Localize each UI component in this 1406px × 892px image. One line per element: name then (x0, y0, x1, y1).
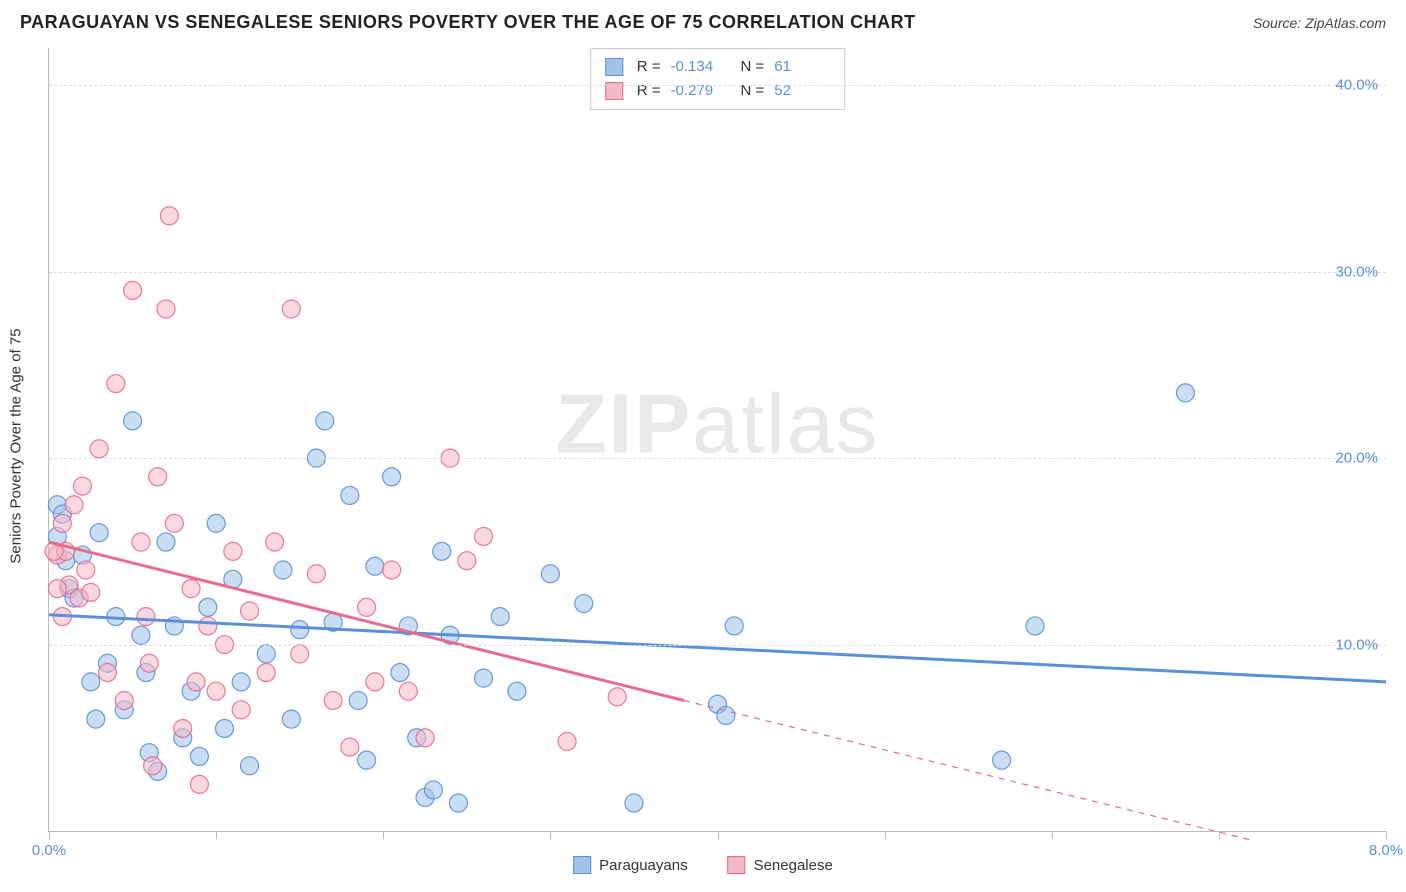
swatch-paraguayans (573, 856, 591, 874)
swatch-paraguayans (605, 58, 623, 76)
stats-row-senegalese: R = -0.279 N = 52 (605, 79, 831, 103)
legend-item-senegalese: Senegalese (728, 856, 833, 874)
stat-n-label: N = (741, 79, 765, 103)
legend-item-paraguayans: Paraguayans (573, 856, 687, 874)
stat-r-label: R = (637, 79, 661, 103)
y-tick-label: 20.0% (1335, 450, 1378, 467)
source-label: Source: ZipAtlas.com (1253, 15, 1386, 31)
chart-header: PARAGUAYAN VS SENEGALESE SENIORS POVERTY… (0, 0, 1406, 41)
y-tick-label: 40.0% (1335, 77, 1378, 94)
swatch-senegalese (728, 856, 746, 874)
y-tick-label: 30.0% (1335, 263, 1378, 280)
correlation-stats-box: R = -0.134 N = 61 R = -0.279 N = 52 (590, 48, 846, 110)
chart-plot-area: ZIPatlas R = -0.134 N = 61 R = -0.279 N … (48, 48, 1386, 832)
y-axis-label: Seniors Poverty Over the Age of 75 (8, 328, 25, 563)
stat-r-value: -0.134 (671, 55, 727, 79)
stat-r-value: -0.279 (671, 79, 727, 103)
chart-title: PARAGUAYAN VS SENEGALESE SENIORS POVERTY… (20, 12, 916, 33)
legend-label: Senegalese (754, 857, 833, 874)
stat-n-label: N = (741, 55, 765, 79)
legend-label: Paraguayans (599, 857, 687, 874)
stats-row-paraguayans: R = -0.134 N = 61 (605, 55, 831, 79)
scatter-plot-svg (49, 48, 1386, 831)
bottom-legend: Paraguayans Senegalese (573, 856, 833, 874)
y-tick-label: 10.0% (1335, 636, 1378, 653)
x-tick-label: 0.0% (32, 842, 66, 859)
stat-n-value: 61 (774, 55, 830, 79)
stat-n-value: 52 (774, 79, 830, 103)
x-tick-label: 8.0% (1369, 842, 1403, 859)
stat-r-label: R = (637, 55, 661, 79)
